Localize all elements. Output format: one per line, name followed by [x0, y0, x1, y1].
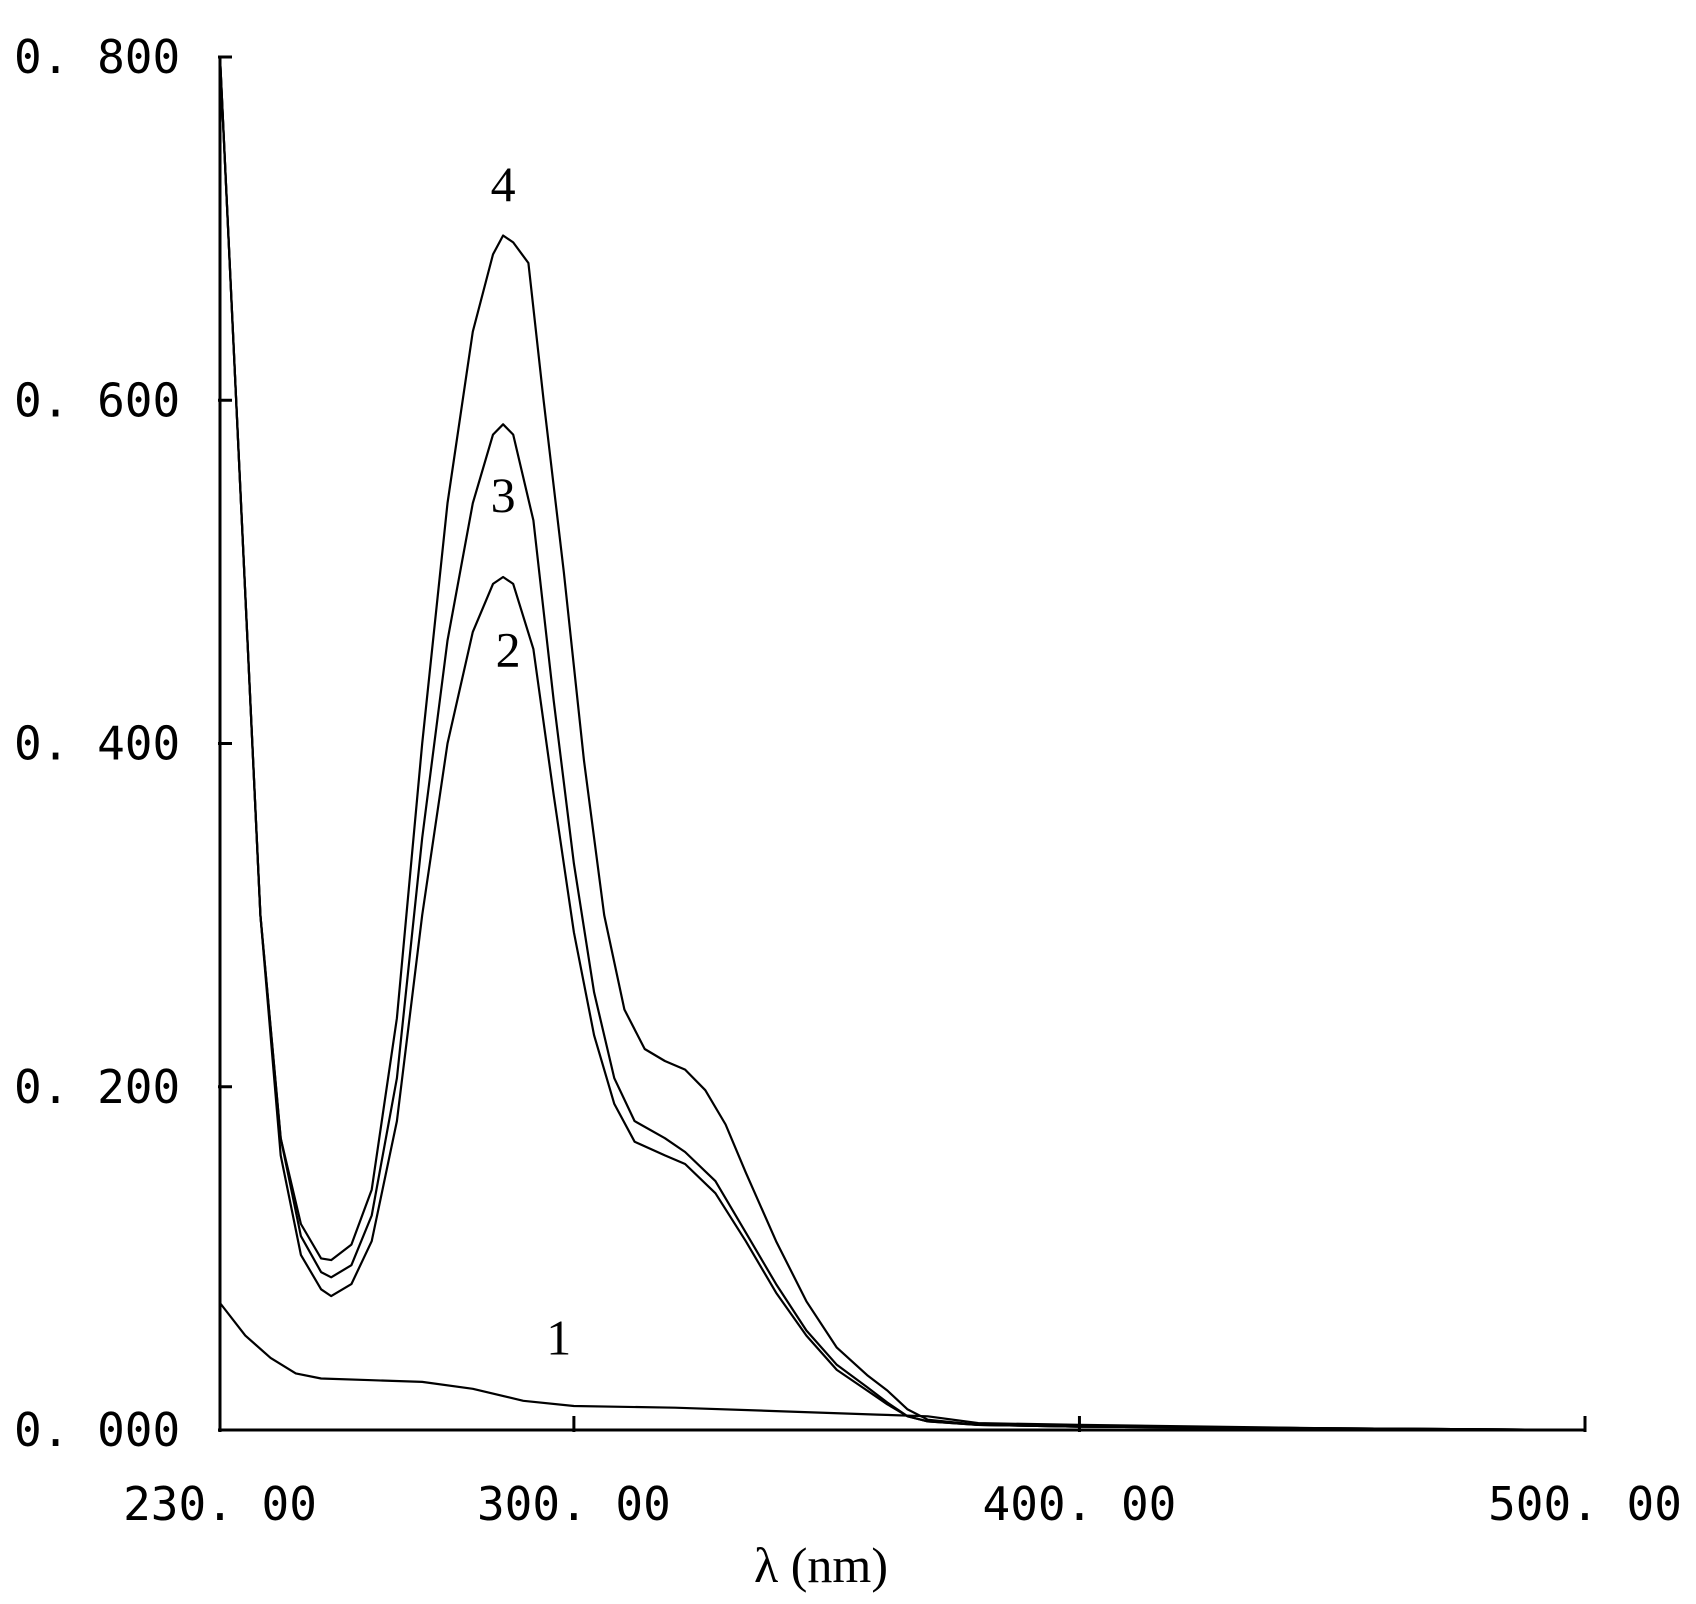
series-line-2: [218, 56, 1586, 1432]
curve-label-4: 4: [491, 156, 516, 212]
curve-label-3: 3: [491, 467, 516, 523]
curve-label-2: 2: [496, 621, 521, 677]
curve-labels: 1 2 3 4: [491, 156, 572, 1365]
series-layer: [218, 56, 1586, 1432]
x-axis-title: λ (nm): [754, 1537, 888, 1593]
axes: 0. 000 0. 200 0. 400 0. 600 0. 800 230. 00 300…: [14, 30, 1682, 1531]
x-tick-label: 230. 00: [123, 1477, 317, 1531]
y-tick-label: 0. 400: [14, 717, 180, 771]
y-tick-label: 0. 200: [14, 1060, 180, 1114]
curve-label-1: 1: [546, 1309, 571, 1365]
x-tick-label: 400. 00: [983, 1477, 1177, 1531]
x-tick-label: 500. 00: [1488, 1477, 1682, 1531]
series-line-1: [219, 1302, 1586, 1432]
y-tick-label: 0. 000: [14, 1403, 180, 1457]
y-tick-label: 0. 600: [14, 373, 180, 427]
y-tick-label: 0. 800: [14, 30, 180, 84]
x-tick-label: 300. 00: [477, 1477, 671, 1531]
series-line-3: [218, 56, 1586, 1432]
series-line-4: [218, 56, 1586, 1432]
